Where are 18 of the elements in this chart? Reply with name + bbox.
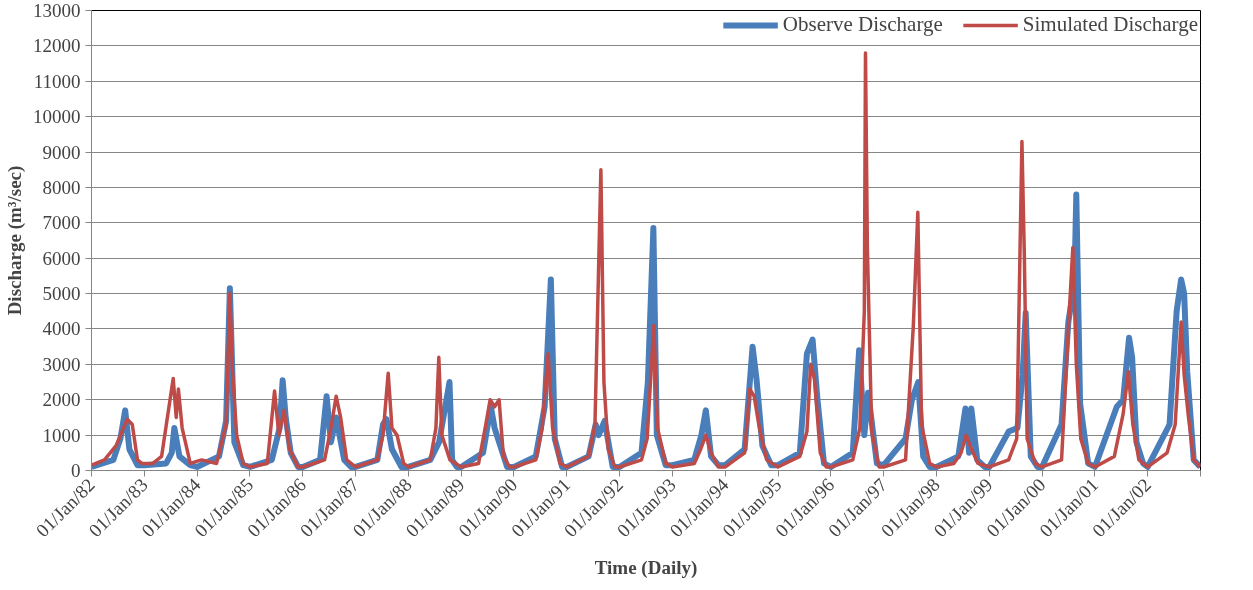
y-tick-label: 11000	[33, 70, 81, 92]
y-tick-label: 12000	[33, 35, 81, 57]
y-tick-label: 7000	[42, 212, 81, 234]
y-axis-title: Discharge (m³/sec)	[4, 165, 26, 316]
y-tick-label: 9000	[42, 141, 81, 163]
legend-label: Observe Discharge	[782, 12, 943, 37]
x-axis-title: Time (Daily)	[594, 556, 698, 579]
y-tick-label: 4000	[42, 318, 81, 340]
y-tick-label: 3000	[42, 353, 81, 375]
y-tick-label: 0	[71, 460, 81, 481]
y-tick-label: 6000	[42, 247, 81, 269]
y-tick-label: 1000	[42, 424, 81, 446]
legend-label: Simulated Discharge	[1022, 12, 1198, 37]
y-tick-label: 5000	[42, 283, 81, 305]
y-tick-label: 2000	[42, 389, 81, 411]
y-tick-label: 8000	[42, 176, 81, 198]
y-tick-label: 13000	[33, 0, 81, 21]
y-tick-label: 10000	[33, 106, 81, 128]
